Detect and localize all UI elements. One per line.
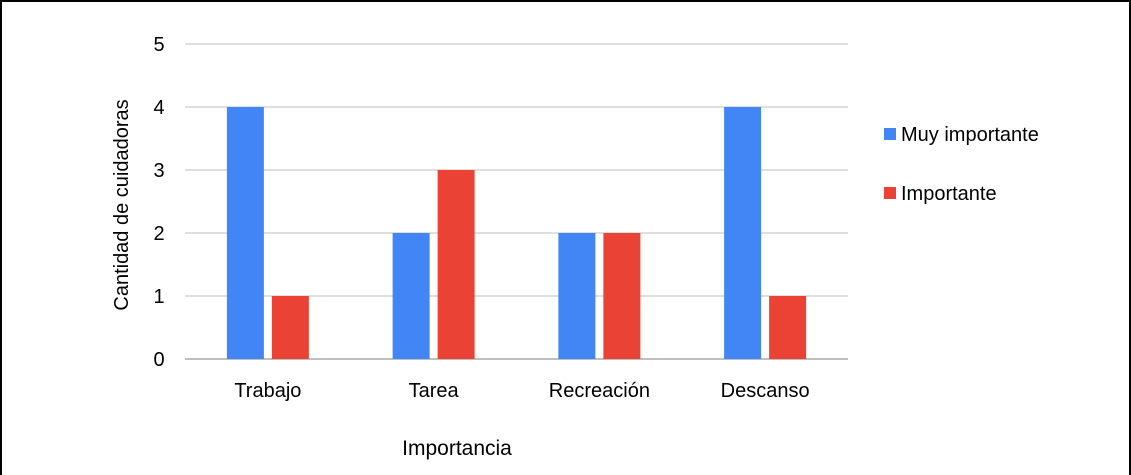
y-axis-title: Cantidad de cuidadoras <box>111 99 133 310</box>
x-category-labels: Trabajo Tarea Recreación Descanso <box>234 380 809 402</box>
bar-importante <box>603 233 641 359</box>
legend-swatch <box>884 187 896 199</box>
x-tick-label: Recreación <box>549 380 650 402</box>
y-tick-label: 2 <box>153 223 164 245</box>
bar-muy-importante <box>226 107 264 359</box>
bar-importante <box>769 296 807 359</box>
bars <box>226 107 807 359</box>
bar-importante <box>437 170 475 359</box>
legend: Muy importante Importante <box>884 124 1039 205</box>
legend-swatch <box>884 128 896 140</box>
legend-label: Importante <box>901 183 997 205</box>
bar-muy-importante <box>724 107 762 359</box>
x-tick-label: Tarea <box>409 380 460 402</box>
bar-importante <box>271 296 309 359</box>
x-axis-title: Importancia <box>402 437 512 460</box>
legend-label: Muy importante <box>901 124 1039 146</box>
bar-muy-importante <box>392 233 430 359</box>
y-tick-label: 3 <box>153 160 164 182</box>
y-tick-label: 5 <box>153 34 164 56</box>
x-tick-label: Trabajo <box>234 380 301 402</box>
bar-muy-importante <box>558 233 596 359</box>
y-tick-label: 0 <box>153 349 164 371</box>
x-tick-label: Descanso <box>721 380 810 402</box>
y-tick-labels: 0 1 2 3 4 5 <box>153 34 164 371</box>
y-tick-label: 1 <box>153 286 164 308</box>
y-tick-label: 4 <box>153 97 164 119</box>
